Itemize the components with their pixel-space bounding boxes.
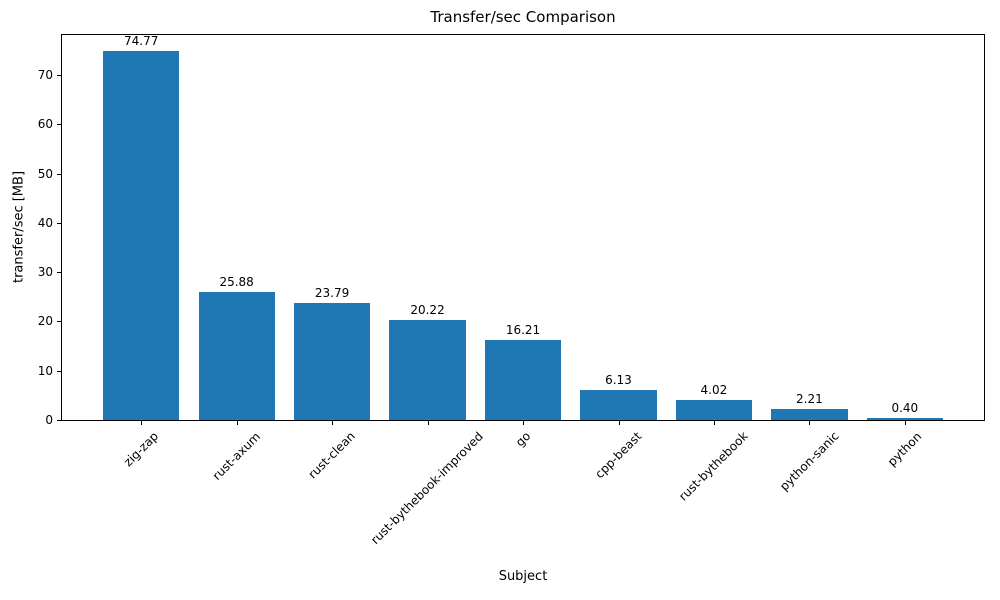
bar-go bbox=[484, 340, 562, 420]
y-tick-label: 70 bbox=[37, 67, 53, 82]
y-tick-label: 0 bbox=[45, 413, 53, 427]
y-tick-mark bbox=[57, 173, 61, 175]
bar-python bbox=[866, 418, 943, 420]
x-tick-label-rust-axum: rust-axum bbox=[209, 429, 263, 483]
bar-value-label-rust-axum: 25.88 bbox=[219, 275, 254, 289]
y-tick-label: 60 bbox=[37, 117, 53, 132]
bar-value-label-go: 16.21 bbox=[505, 323, 541, 337]
bar-python-sanic bbox=[771, 409, 848, 420]
x-tick-mark bbox=[523, 421, 524, 425]
x-tick-mark bbox=[809, 421, 811, 425]
x-tick-mark bbox=[236, 421, 238, 425]
bar-rust-bythebook-improved bbox=[389, 320, 466, 420]
x-tick-label-python: python bbox=[884, 429, 925, 469]
x-tick-label-python-sanic: python-sanic bbox=[776, 428, 842, 494]
bar-zig-zap bbox=[103, 51, 180, 420]
bar-value-label-python-sanic: 2.21 bbox=[796, 392, 823, 406]
y-tick-mark bbox=[57, 222, 61, 224]
y-tick-mark bbox=[57, 272, 61, 274]
y-tick-mark bbox=[57, 420, 61, 421]
x-axis-label: Subject bbox=[498, 569, 548, 584]
x-tick-label-rust-clean: rust-clean bbox=[305, 428, 358, 482]
x-tick-mark bbox=[713, 421, 715, 425]
bar-cpp-beast bbox=[580, 390, 657, 420]
x-tick-mark bbox=[332, 421, 334, 425]
x-tick-mark bbox=[141, 421, 143, 425]
bar-value-label-python: 0.40 bbox=[891, 401, 919, 415]
x-tick-mark bbox=[618, 421, 620, 425]
y-tick-mark bbox=[57, 370, 61, 372]
y-tick-label: 30 bbox=[37, 265, 53, 280]
x-tick-mark bbox=[904, 421, 906, 425]
y-axis-label: transfer/sec [MB] bbox=[11, 170, 27, 284]
y-tick-label: 40 bbox=[37, 215, 53, 230]
bar-value-label-cpp-beast: 6.13 bbox=[605, 373, 632, 387]
bar-value-label-rust-bythebook-improved: 20.22 bbox=[410, 303, 445, 317]
chart-title: Transfer/sec Comparison bbox=[430, 8, 616, 26]
y-tick-mark bbox=[57, 74, 61, 76]
x-tick-label-rust-bythebook: rust-bythebook bbox=[675, 429, 751, 504]
bar-rust-axum bbox=[198, 292, 275, 420]
bar-value-label-zig-zap: 74.77 bbox=[123, 34, 159, 48]
y-tick-label: 10 bbox=[37, 363, 53, 378]
x-tick-label-cpp-beast: cpp-beast bbox=[592, 428, 645, 481]
x-tick-mark bbox=[427, 421, 429, 425]
bar-value-label-rust-bythebook: 4.02 bbox=[700, 383, 728, 397]
x-tick-label-zig-zap: zig-zap bbox=[120, 429, 161, 470]
y-tick-label: 20 bbox=[37, 314, 53, 329]
y-tick-mark bbox=[57, 124, 61, 126]
y-tick-label: 50 bbox=[37, 166, 53, 181]
bar-rust-clean bbox=[293, 303, 371, 420]
x-tick-label-rust-bythebook-improved: rust-bythebook-improved bbox=[368, 429, 486, 547]
y-tick-mark bbox=[57, 321, 61, 323]
x-tick-label-go: go bbox=[512, 428, 533, 450]
bar-value-label-rust-clean: 23.79 bbox=[314, 286, 350, 300]
bar-rust-bythebook bbox=[675, 400, 753, 420]
